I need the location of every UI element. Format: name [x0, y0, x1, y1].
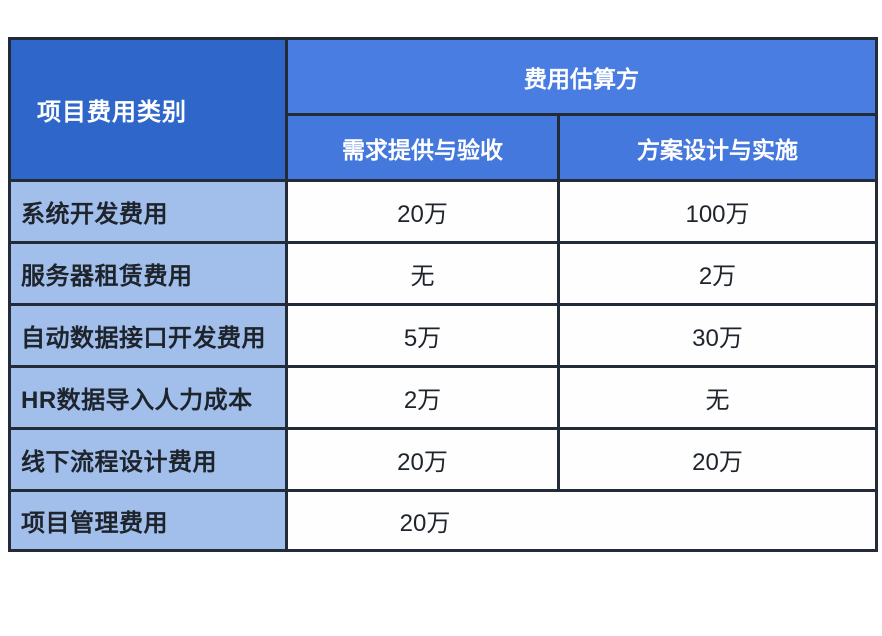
table-row: HR数据导入人力成本 2万 无 [8, 365, 878, 430]
table-row-merged: 项目管理费用 20万 [8, 489, 878, 552]
row-value-col1: 2万 [285, 365, 560, 430]
row-value-col1: 20万 [285, 427, 560, 492]
subheader-requirements-acceptance: 需求提供与验收 [285, 113, 560, 182]
header-row-top: 项目费用类别 费用估算方 [8, 37, 878, 182]
merged-value-text: 20万 [399, 510, 451, 537]
header-cost-estimating-party: 费用估算方 [285, 37, 878, 116]
table-row: 服务器租赁费用 无 2万 [8, 241, 878, 306]
corner-header-project-cost-category: 项目费用类别 [8, 37, 288, 182]
row-label: HR数据导入人力成本 [8, 365, 288, 430]
table-row: 自动数据接口开发费用 5万 30万 [8, 303, 878, 368]
row-label: 系统开发费用 [8, 179, 288, 244]
row-value-col1: 无 [285, 241, 560, 306]
table-row: 线下流程设计费用 20万 20万 [8, 427, 878, 492]
row-label: 线下流程设计费用 [8, 427, 288, 492]
row-value-col2: 2万 [557, 241, 878, 306]
row-label: 自动数据接口开发费用 [8, 303, 288, 368]
table-row: 系统开发费用 20万 100万 [8, 179, 878, 244]
row-label: 服务器租赁费用 [8, 241, 288, 306]
row-value-col2: 100万 [557, 179, 878, 244]
row-value-col2: 无 [557, 365, 878, 430]
header-row-sub: 需求提供与验收 方案设计与实施 [10, 113, 878, 182]
row-value-merged: 20万 [285, 489, 878, 552]
row-label: 项目管理费用 [8, 489, 288, 552]
row-value-col2: 20万 [557, 427, 878, 492]
row-value-col1: 5万 [285, 303, 560, 368]
project-cost-table: 项目费用类别 费用估算方 需求提供与验收 方案设计与实施 系统开发费用 20万 … [8, 37, 878, 552]
subheader-design-implementation: 方案设计与实施 [557, 113, 878, 182]
row-value-col1: 20万 [285, 179, 560, 244]
row-value-col2: 30万 [557, 303, 878, 368]
